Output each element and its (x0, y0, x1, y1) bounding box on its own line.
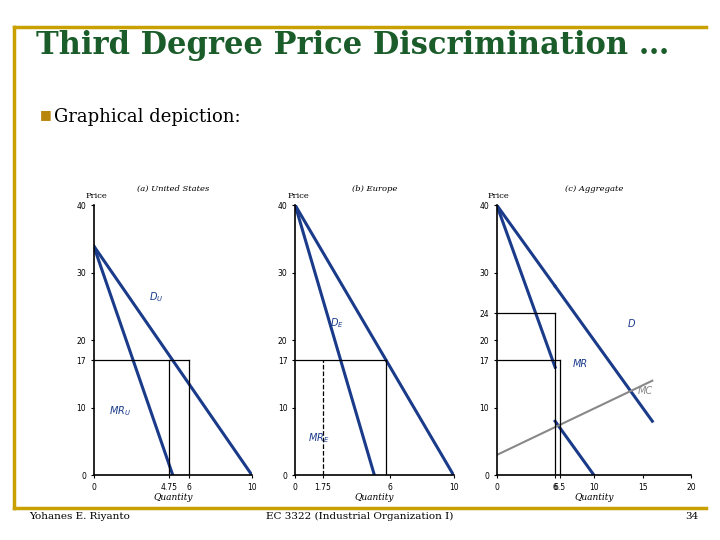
Text: $MR_U$: $MR_U$ (109, 404, 132, 418)
Text: EC 3322 (Industrial Organization I): EC 3322 (Industrial Organization I) (266, 512, 454, 521)
Text: D: D (628, 319, 636, 329)
Text: ■: ■ (40, 108, 51, 121)
Text: Yohanes E. Riyanto: Yohanes E. Riyanto (29, 512, 130, 521)
Text: $MR_E$: $MR_E$ (308, 431, 329, 446)
Text: MC: MC (638, 386, 653, 396)
Text: Third Degree Price Discrimination …: Third Degree Price Discrimination … (36, 30, 670, 60)
X-axis label: Quantity: Quantity (575, 493, 613, 502)
X-axis label: Quantity: Quantity (153, 493, 192, 502)
Text: Price: Price (487, 192, 509, 200)
X-axis label: Quantity: Quantity (355, 493, 394, 502)
Title: (b) Europe: (b) Europe (351, 185, 397, 193)
Text: $D_E$: $D_E$ (330, 316, 344, 330)
Text: MR: MR (572, 359, 588, 369)
Title: (a) United States: (a) United States (137, 185, 209, 193)
Text: 34: 34 (685, 512, 698, 521)
Text: $D_U$: $D_U$ (149, 289, 163, 303)
Text: Price: Price (86, 192, 107, 200)
Text: Price: Price (287, 192, 309, 200)
Title: (c) Aggregate: (c) Aggregate (564, 185, 624, 193)
Text: Graphical depiction:: Graphical depiction: (54, 108, 240, 126)
